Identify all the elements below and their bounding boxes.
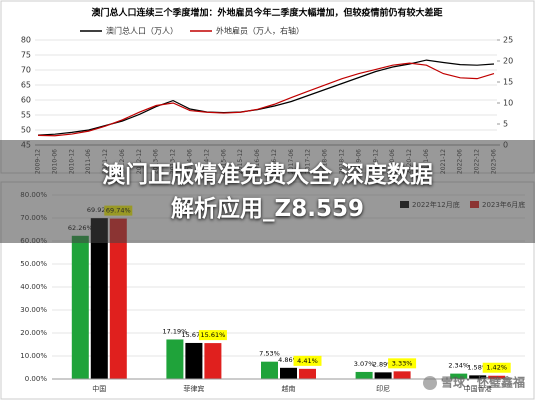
- chart-title: 澳门总人口连续三个季度增加：外地雇员今年二季度大幅增加，但较疫情前仍有较大差距: [91, 7, 442, 19]
- y2-tick-label: 25: [503, 36, 513, 45]
- x-tick-label: 中国香港: [464, 384, 492, 393]
- value-label: 15.61%: [201, 331, 226, 339]
- value-label-bg: [198, 330, 227, 341]
- y2-tick-label: 5: [503, 120, 508, 129]
- bar: [261, 361, 278, 379]
- watermark-icon: [423, 376, 437, 390]
- value-label: 4.86%: [278, 356, 299, 364]
- value-label: 17.19%: [163, 327, 188, 335]
- value-label: 2.89%: [373, 360, 394, 368]
- bar: [204, 343, 222, 379]
- x-tick-label: 中国: [92, 384, 106, 393]
- y-tick-label: 60: [21, 96, 31, 105]
- value-label: 7.53%: [259, 350, 280, 358]
- y-tick-label: 70: [21, 66, 31, 75]
- y2-tick-label: 10: [503, 99, 513, 108]
- bar: [355, 371, 373, 379]
- y-tick-label: 0.00%: [25, 375, 48, 383]
- legend-label: 澳门总人口（万人）: [106, 26, 178, 36]
- value-label-bg: [482, 362, 511, 373]
- bar: [280, 367, 297, 379]
- x-tick-label: 印尼: [376, 385, 390, 393]
- value-label: 3.07%: [354, 360, 375, 368]
- y2-tick-label: 15: [503, 78, 513, 87]
- series-line: [37, 62, 495, 137]
- y-tick-label: 10.00%: [20, 352, 47, 360]
- bar: [450, 373, 468, 379]
- bar: [166, 339, 184, 379]
- y-tick-label: 40.00%: [20, 283, 47, 291]
- overlay-banner: 澳门正版精准免费大全,深度数据解析应用_Z8.559: [0, 140, 535, 243]
- value-label-bg: [388, 358, 417, 369]
- y-tick-label: 30.00%: [20, 306, 47, 314]
- bar: [299, 368, 316, 379]
- value-label: 2.34%: [448, 362, 469, 370]
- y2-tick-label: 20: [503, 57, 513, 66]
- bar: [488, 375, 506, 379]
- value-label: 3.33%: [392, 359, 413, 367]
- value-label: 1.58%: [467, 363, 488, 371]
- bar: [90, 218, 108, 379]
- bar: [469, 375, 487, 379]
- bar: [109, 218, 127, 379]
- bar: [71, 235, 89, 379]
- y-tick-label: 75: [21, 51, 31, 60]
- y-tick-label: 20.00%: [20, 329, 47, 337]
- y-tick-label: 55: [21, 111, 31, 120]
- x-tick-label: 越南: [282, 384, 296, 393]
- bar: [374, 372, 392, 379]
- y-tick-label: 80: [21, 36, 31, 45]
- value-label: 4.41%: [297, 357, 318, 365]
- watermark: 雪球：怀璧鑫福: [441, 375, 525, 390]
- value-label: 15.67%: [182, 331, 207, 339]
- bar: [393, 371, 411, 379]
- x-tick-label: 菲律宾: [183, 384, 204, 393]
- y-tick-label: 50: [21, 126, 31, 135]
- bar: [185, 342, 203, 379]
- legend-label: 外地雇员（万人，右轴）: [216, 26, 304, 36]
- y-tick-label: 50.00%: [20, 260, 47, 268]
- overlay-text: 澳门正版精准免费大全,深度数据解析应用_Z8.559: [102, 161, 433, 222]
- value-label-bg: [293, 355, 322, 366]
- y-tick-label: 65: [21, 81, 31, 90]
- value-label: 1.42%: [486, 364, 507, 372]
